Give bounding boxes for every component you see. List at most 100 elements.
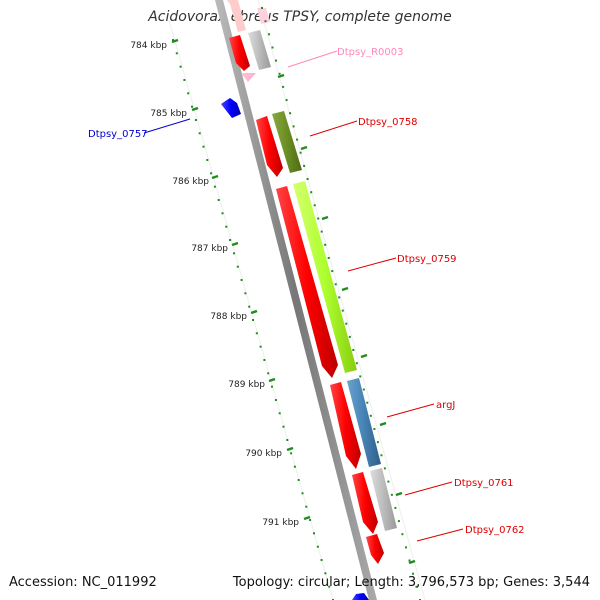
outer-ruler-dot <box>292 125 295 128</box>
ruler-dots <box>172 7 421 600</box>
outer-ruler-dot <box>285 99 288 102</box>
outer-major-tick-0 <box>277 73 285 79</box>
tick-label-789: 789 kbp <box>228 380 265 390</box>
gene-label-0759[interactable]: Dtpsy_0759 <box>397 254 457 265</box>
outer-ruler-dot <box>345 322 348 325</box>
inner-ruler-dot <box>301 492 304 495</box>
gene-cog-lime[interactable] <box>293 181 357 373</box>
inner-ruler-dot <box>175 52 178 55</box>
inner-ruler-dot <box>210 172 213 175</box>
outer-ruler-dot <box>338 296 341 299</box>
outer-ruler-dot <box>278 72 281 75</box>
gene-label-0762[interactable]: Dtpsy_0762 <box>465 525 525 536</box>
outer-ruler-dot <box>268 33 270 36</box>
inner-ruler-dot <box>271 385 273 388</box>
gene-cds-argj[interactable] <box>330 382 361 469</box>
outer-ruler-dot <box>387 480 390 483</box>
outer-ruler-dot <box>282 85 285 88</box>
outer-ruler-dot <box>362 388 365 391</box>
accession-text: Accession: NC_011992 <box>9 575 157 590</box>
inner-ruler-dot <box>217 199 220 201</box>
tick-label-790: 790 kbp <box>245 449 282 459</box>
tick-label-786: 786 kbp <box>172 177 209 187</box>
outer-ruler-dot <box>348 335 351 338</box>
gene-label-0757[interactable]: Dtpsy_0757 <box>88 129 148 140</box>
inner-major-tick-4 <box>250 309 258 315</box>
gene-cds-top[interactable] <box>227 0 246 32</box>
gene-cds-0759[interactable] <box>276 186 338 378</box>
outer-ruler-dot <box>289 112 292 115</box>
outer-ruler-dot <box>313 204 316 207</box>
inner-major-tick-3 <box>231 241 239 247</box>
inner-ruler-dot <box>213 185 216 188</box>
gene-label-argj[interactable]: argJ <box>436 400 455 411</box>
inner-ruler-dot <box>252 319 254 321</box>
outer-ruler-dot <box>412 572 414 575</box>
gene-cds-0761[interactable] <box>352 472 378 534</box>
gene-cog-steel[interactable] <box>347 378 381 467</box>
gene-label-0761[interactable]: Dtpsy_0761 <box>454 478 514 489</box>
inner-ruler-dot <box>297 479 300 481</box>
outer-ruler-dot <box>380 454 383 457</box>
gene-cog-gray-upper[interactable] <box>248 30 271 70</box>
inner-ruler-dot <box>282 425 285 428</box>
outer-major-tick-6 <box>395 491 403 497</box>
inner-ruler-dot <box>305 505 308 508</box>
gene-cds-0758[interactable] <box>256 116 283 177</box>
outer-ruler-dot <box>317 217 320 220</box>
gene-cog-gray-0761[interactable] <box>370 468 397 531</box>
outer-ruler-dot <box>334 283 337 286</box>
outer-ruler-dot <box>264 20 267 23</box>
gene-cds-0762[interactable] <box>366 534 384 564</box>
inner-ruler-dot <box>248 305 251 308</box>
inner-ruler-dot <box>263 359 266 361</box>
inner-ruler-dot <box>309 519 312 521</box>
inner-ruler-dot <box>191 105 193 108</box>
inner-ruler-dot <box>316 545 319 548</box>
gene-trna-top[interactable] <box>257 8 270 24</box>
leader-0759 <box>347 257 397 272</box>
inner-ruler-dot <box>179 65 182 68</box>
inner-ruler-dot <box>286 439 289 441</box>
outer-ruler-dot <box>296 138 299 141</box>
outer-ruler-dot <box>310 191 313 194</box>
outer-ruler-dot <box>261 7 263 9</box>
outer-ruler-dot <box>341 309 344 312</box>
inner-ruler-dot <box>328 585 331 588</box>
outer-ruler-dot <box>376 441 379 444</box>
gene-label-r0003[interactable]: Dtpsy_R0003 <box>337 47 404 58</box>
leader-0761 <box>404 481 453 496</box>
gene-minus-0757[interactable] <box>221 98 241 118</box>
inner-major-tick-6 <box>286 446 294 452</box>
inner-ruler-dot <box>259 345 262 348</box>
gene-trna-r0003[interactable] <box>241 73 256 82</box>
inner-ruler-dot <box>187 92 190 95</box>
outer-ruler-dot <box>275 59 277 62</box>
outer-ruler-dot <box>299 151 302 154</box>
leader-0762 <box>416 528 464 542</box>
outer-ruler-dot <box>352 349 355 351</box>
outer-ruler-dot <box>359 375 362 378</box>
outer-ruler-dot <box>271 46 274 49</box>
gene-cog-olive[interactable] <box>272 111 302 173</box>
band-edge-right <box>257 0 426 600</box>
gene-minus-bottom[interactable] <box>352 593 369 600</box>
outer-ruler-dot <box>320 230 323 233</box>
outer-ruler-dot <box>303 164 306 167</box>
inner-ruler-dot <box>255 332 258 335</box>
outer-major-tick-2 <box>321 215 329 221</box>
inner-ruler-dot <box>267 372 270 375</box>
outer-ruler-dot <box>394 506 397 509</box>
inner-ruler-dot <box>233 252 235 255</box>
inner-ruler-dot <box>229 239 232 241</box>
outer-ruler-dot <box>306 178 309 180</box>
inner-ruler-dot <box>202 145 205 148</box>
gene-cds-upper[interactable] <box>229 35 250 71</box>
inner-ruler-dot <box>183 79 186 81</box>
outer-ruler-dot <box>373 428 376 430</box>
gene-label-0758[interactable]: Dtpsy_0758 <box>358 117 418 128</box>
outer-ruler-dot <box>408 559 411 562</box>
outer-major-tick-5 <box>379 421 387 427</box>
outer-ruler-dot <box>383 467 386 470</box>
